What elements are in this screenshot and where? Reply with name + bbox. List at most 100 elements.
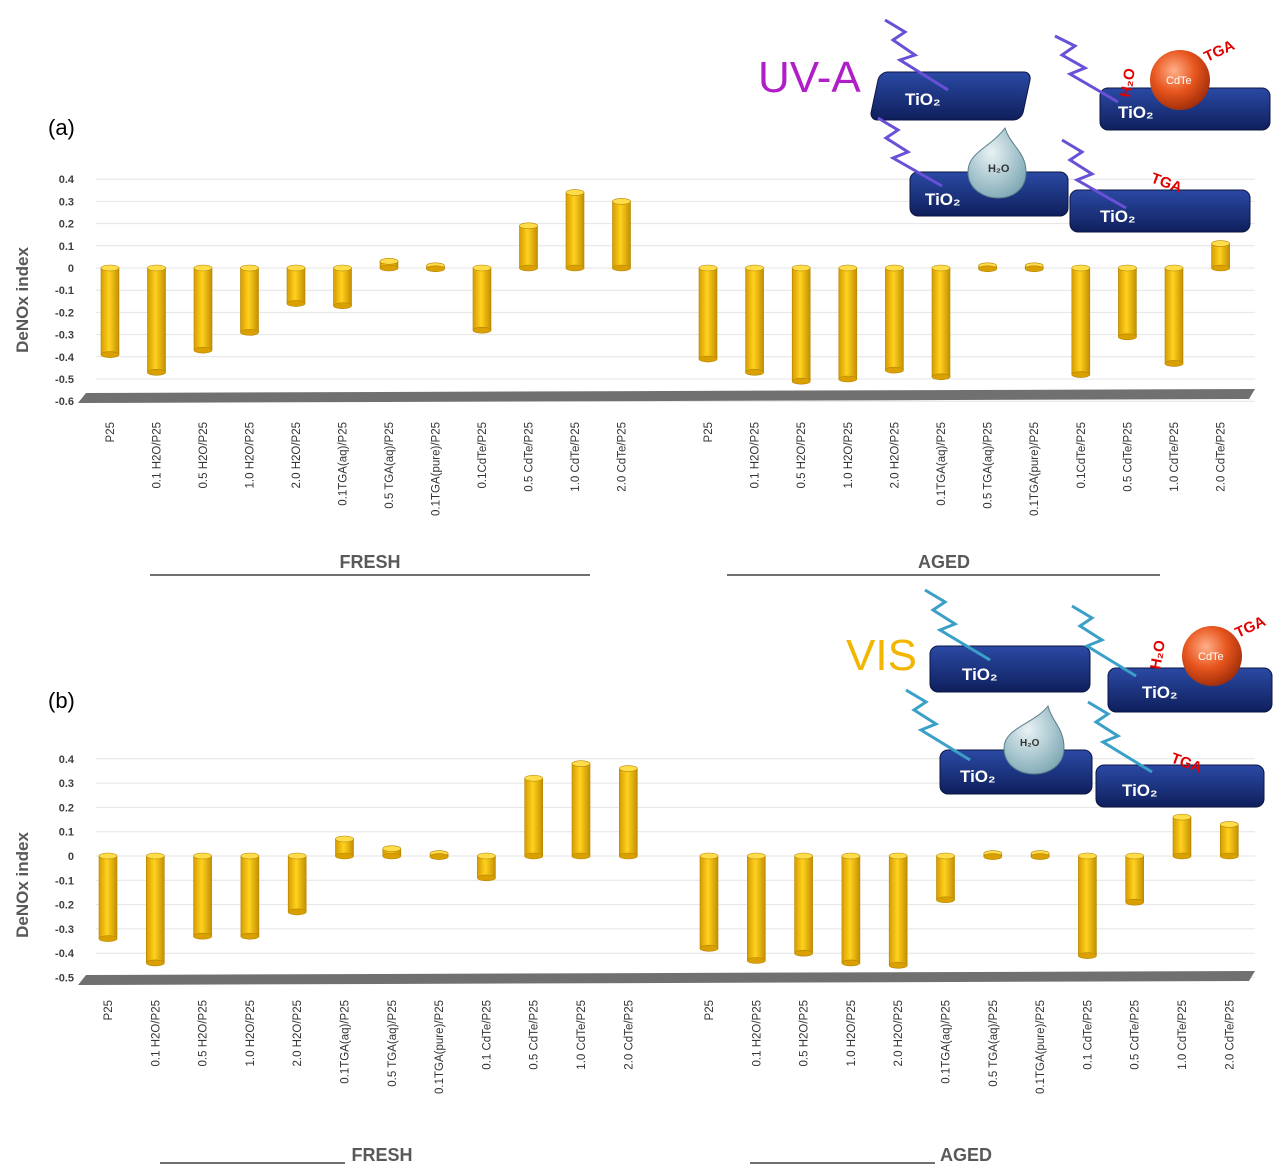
h2o-ligand-label: H₂O bbox=[1117, 67, 1139, 99]
bar bbox=[333, 264, 352, 310]
bar bbox=[240, 264, 259, 336]
svg-text:H₂O: H₂O bbox=[1020, 738, 1040, 749]
y-tick-label: -0.2 bbox=[55, 307, 74, 319]
bar bbox=[286, 264, 306, 307]
panel-label-a: (a) bbox=[48, 115, 75, 140]
svg-text:TiO₂: TiO₂ bbox=[1100, 207, 1136, 226]
bar bbox=[794, 852, 813, 957]
x-tick-label: 0.1TGA(aq)/P25 bbox=[941, 1000, 953, 1084]
bar bbox=[519, 222, 538, 272]
x-tick-label: 0.5 CdTe/P25 bbox=[1122, 422, 1134, 492]
bar bbox=[1030, 850, 1050, 860]
group-label-fresh-b: FRESH bbox=[351, 1145, 412, 1165]
bar bbox=[193, 264, 213, 354]
y-tick-label: 0.3 bbox=[59, 196, 74, 208]
bar bbox=[335, 835, 354, 860]
bar bbox=[382, 845, 402, 860]
x-tick-label: 1.0 H2O/P25 bbox=[245, 1000, 257, 1066]
bar bbox=[698, 264, 718, 363]
bar bbox=[100, 264, 120, 358]
x-tick-label: 0.5 TGA(aq)/P25 bbox=[983, 422, 995, 509]
y-tick-label: 0.4 bbox=[59, 754, 75, 766]
bar bbox=[983, 850, 1003, 860]
bar bbox=[978, 262, 997, 273]
y-tick-label: -0.6 bbox=[55, 396, 74, 408]
uva-label: UV-A bbox=[758, 53, 861, 102]
y-tick-label: -0.3 bbox=[55, 924, 74, 936]
bar bbox=[524, 774, 544, 860]
bar bbox=[931, 264, 951, 381]
svg-text:CdTe: CdTe bbox=[1198, 651, 1224, 663]
x-tick-label: 0.1TGA(aq)/P25 bbox=[340, 1000, 352, 1084]
bar bbox=[193, 852, 212, 940]
panel-label-b: (b) bbox=[48, 688, 75, 713]
y-tick-label: -0.5 bbox=[55, 374, 74, 386]
bar bbox=[746, 852, 766, 964]
bar bbox=[1164, 264, 1184, 367]
bar bbox=[612, 198, 631, 272]
group-label-fresh-a: FRESH bbox=[339, 552, 400, 572]
bar bbox=[791, 264, 811, 385]
y-tick-label: 0 bbox=[68, 263, 74, 275]
bar bbox=[1071, 264, 1091, 378]
x-tick-label: 1.0 CdTe/P25 bbox=[1169, 422, 1181, 492]
x-tick-label: 0.5 H2O/P25 bbox=[198, 1000, 210, 1066]
bar bbox=[98, 852, 118, 942]
svg-text:TiO₂: TiO₂ bbox=[905, 90, 941, 109]
x-tick-label: 1.0 CdTe/P25 bbox=[1177, 1000, 1189, 1070]
bar bbox=[147, 264, 166, 376]
chart-floor bbox=[78, 389, 1255, 403]
svg-text:TiO₂: TiO₂ bbox=[1142, 683, 1178, 702]
x-tick-label: P25 bbox=[105, 422, 117, 442]
x-tick-label: 0.1 CdTe/P25 bbox=[1082, 1000, 1094, 1070]
bar bbox=[477, 852, 496, 882]
tga-label: TGA bbox=[1233, 613, 1269, 642]
x-tick-label: 0.5 CdTe/P25 bbox=[524, 422, 536, 492]
y-tick-label: -0.1 bbox=[55, 875, 74, 887]
x-tick-label: 2.0 CdTe/P25 bbox=[1216, 422, 1228, 492]
svg-text:TiO₂: TiO₂ bbox=[925, 190, 961, 209]
x-tick-label: 2.0 CdTe/P25 bbox=[623, 1000, 635, 1070]
light-bolt-icon bbox=[884, 18, 949, 92]
x-tick-label: P25 bbox=[703, 422, 715, 442]
y-tick-label: -0.3 bbox=[55, 330, 74, 342]
bar bbox=[841, 852, 861, 967]
x-tick-label: P25 bbox=[103, 1000, 115, 1020]
x-tick-label: 1.0 H2O/P25 bbox=[846, 1000, 858, 1066]
bar bbox=[1118, 264, 1137, 341]
bar bbox=[1172, 813, 1192, 860]
y-tick-label: -0.1 bbox=[55, 285, 74, 297]
plot-area: 0.4 0.3 0.2 0.1 0 -0.1 -0.2 -0.3 -0.4 -0.5 -0.6 P25… bbox=[55, 174, 1255, 1094]
x-tick-label: 0.1CdTe/P25 bbox=[477, 422, 489, 489]
bar bbox=[1125, 852, 1144, 906]
bar bbox=[1024, 262, 1044, 273]
tio2-slab: TiO₂ bbox=[1069, 189, 1251, 233]
x-tick-label: 2.0 H2O/P25 bbox=[893, 1000, 905, 1066]
x-tick-label: 0.1TGA(pure)/P25 bbox=[434, 1000, 446, 1094]
y-tick-label: 0.1 bbox=[59, 241, 74, 253]
x-tick-label: 0.5 TGA(aq)/P25 bbox=[988, 1000, 1000, 1087]
x-tick-label: 0.5 H2O/P25 bbox=[796, 422, 808, 488]
y-tick-label: 0.2 bbox=[59, 802, 74, 814]
x-tick-label: 0.5 CdTe/P25 bbox=[529, 1000, 541, 1070]
x-tick-label: 0.5 TGA(aq)/P25 bbox=[387, 1000, 399, 1087]
light-bolt-icon bbox=[1061, 138, 1127, 210]
bar bbox=[1211, 240, 1230, 272]
x-tick-label: 0.1TGA(aq)/P25 bbox=[936, 422, 948, 506]
x-tick-label: 0.1 H2O/P25 bbox=[750, 422, 762, 488]
svg-text:H₂O: H₂O bbox=[988, 163, 1010, 175]
vis-schematic: TiO₂ TiO₂ TiO₂ TiO₂ CdTe TGA H₂O H₂O TGA bbox=[905, 588, 1273, 808]
bar bbox=[888, 852, 908, 969]
bar bbox=[936, 852, 955, 904]
x-tick-label: 0.1TGA(pure)/P25 bbox=[1029, 422, 1041, 516]
x-tick-label: 1.0 CdTe/P25 bbox=[576, 1000, 588, 1070]
y-axis-title-a: DeNOx index bbox=[13, 247, 32, 353]
bar bbox=[838, 264, 858, 383]
bar bbox=[426, 262, 445, 273]
group-label-aged-a: AGED bbox=[918, 552, 970, 572]
x-tick-label: 1.0 H2O/P25 bbox=[245, 422, 257, 488]
y-tick-label: -0.5 bbox=[55, 973, 74, 985]
tga-label: TGA bbox=[1202, 37, 1238, 66]
x-tick-label: P25 bbox=[704, 1000, 716, 1020]
bar bbox=[571, 760, 591, 860]
